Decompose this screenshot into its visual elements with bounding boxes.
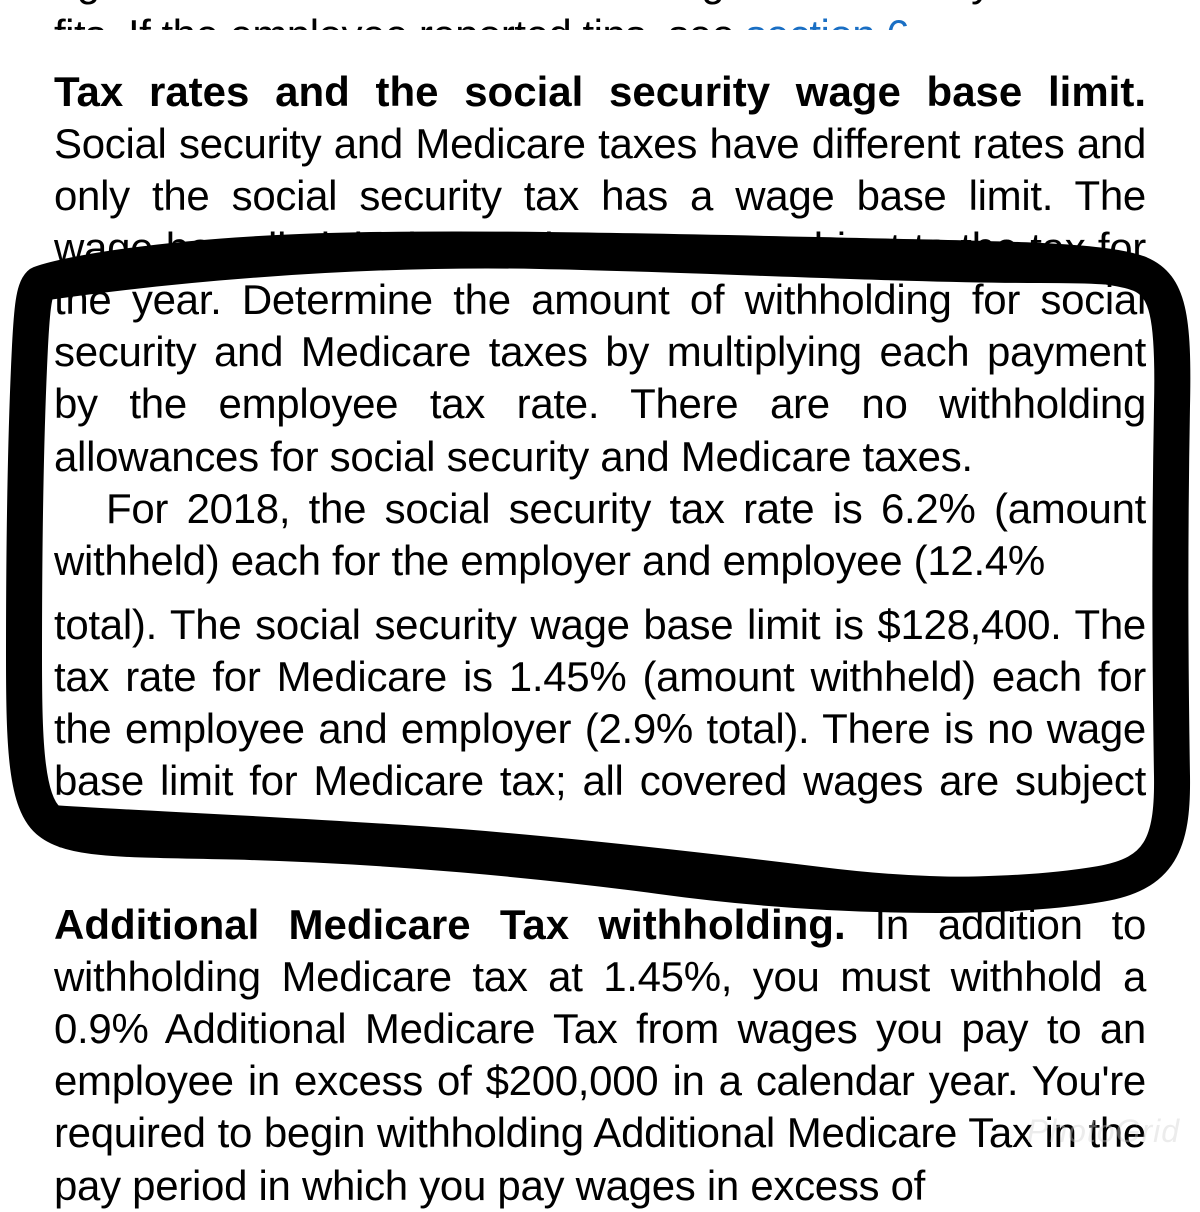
watermark-text: PhotoGrid <box>1027 1113 1180 1150</box>
ss-rate-paragraph-a: For 2018, the social security tax rate i… <box>54 483 1146 587</box>
ss-rate-body-b: total). The social security wage base li… <box>54 601 1146 856</box>
paragraph-gap <box>54 587 1146 599</box>
partial-text-pre: age or whether he or she is receiving so… <box>54 0 1108 30</box>
tax-rates-paragraph: Tax rates and the social security wage b… <box>54 66 1146 483</box>
document-page: age or whether he or she is receiving so… <box>0 0 1200 1212</box>
additional-medicare-paragraph: Additional Medicare Tax withholding. In … <box>54 899 1146 1211</box>
ss-rate-body-a: For 2018, the social security tax rate i… <box>54 485 1146 584</box>
tax-rates-heading: Tax rates and the social security wage b… <box>54 68 1146 115</box>
section-6-link[interactable]: section 6 <box>746 11 910 31</box>
tax-rates-body: Social security and Medicare taxes have … <box>54 120 1146 479</box>
partial-top-paragraph: age or whether he or she is receiving so… <box>54 0 1146 30</box>
additional-medicare-heading: Additional Medicare Tax withholding. <box>54 901 846 948</box>
partial-text-post: . <box>909 11 920 31</box>
ss-rate-paragraph-b: total). The social security wage base li… <box>54 599 1146 859</box>
